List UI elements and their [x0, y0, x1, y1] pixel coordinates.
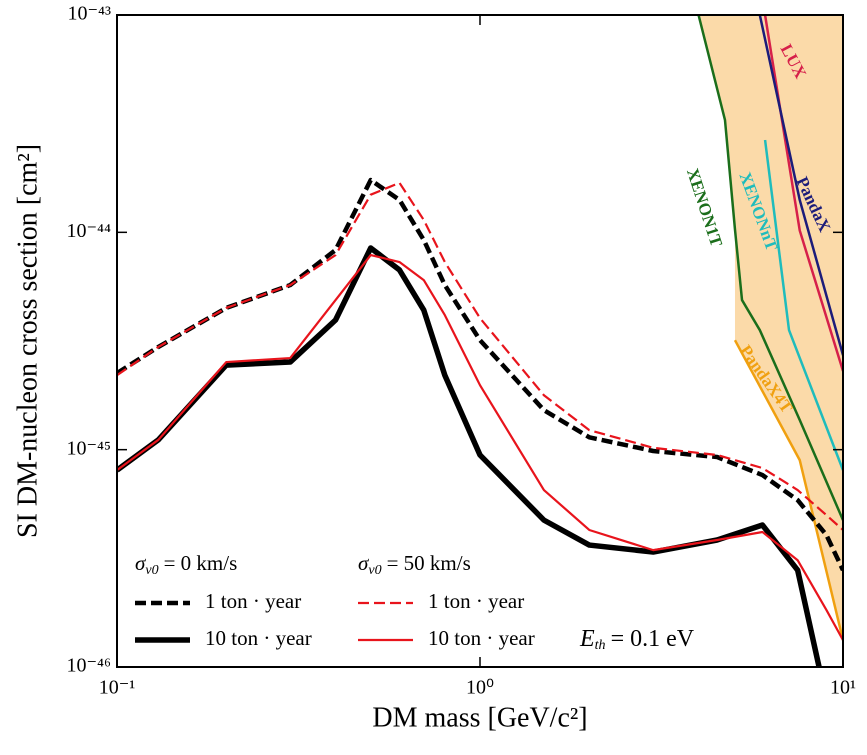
y-tick-label: 10⁻⁴³: [67, 3, 111, 25]
legend-header-symbol: σ: [135, 551, 147, 575]
limit-curve: [697, 15, 843, 521]
y-tick-label: 10⁻⁴⁵: [66, 437, 111, 459]
annotation-symbol: E: [579, 626, 595, 652]
x-tick-label: 10⁰: [466, 677, 494, 699]
legend-label: 1 ton · year: [428, 589, 524, 613]
y-tick-label: 10⁻⁴⁴: [66, 220, 111, 242]
x-axis-label: DM mass [GeV/c²]: [372, 702, 587, 733]
series-line: [117, 245, 822, 667]
legend-header-subscript: v0: [145, 563, 158, 578]
x-tick-label: 10¹: [830, 677, 856, 699]
series-line: [117, 181, 843, 531]
legend-label: 1 ton · year: [205, 589, 301, 613]
legend-header-text: = 50 km/s: [387, 551, 471, 575]
limit-curve: [763, 139, 843, 471]
legend-label: 10 ton · year: [428, 626, 535, 650]
exclusion-fill: [698, 15, 843, 641]
legend-header: σv0 = 50 km/s: [358, 551, 471, 578]
series-line: [117, 253, 843, 641]
limit-curve: [763, 15, 843, 372]
annotation: Eth = 0.1 eV: [579, 626, 695, 654]
annotation-text: = 0.1 eV: [611, 626, 695, 652]
legend-header-subscript: v0: [368, 563, 381, 578]
y-axis-label: SI DM-nucleon cross section [cm²]: [12, 144, 43, 538]
series-line: [117, 177, 843, 572]
legend-header: σv0 = 0 km/s: [135, 551, 237, 578]
legend-header-text: = 0 km/s: [164, 551, 238, 575]
legend-header-symbol: σ: [358, 551, 370, 575]
limit-label: XENON1T: [683, 166, 726, 250]
x-tick-label: 10⁻¹: [99, 677, 136, 699]
plot-area: [117, 15, 843, 667]
axes: 10⁻¹ 10⁰ 10¹ 10⁻⁴⁶ 10⁻⁴⁵ 10⁻⁴⁴ 10⁻⁴³: [66, 3, 856, 699]
limit-curve: [758, 15, 843, 356]
limit-curve: [733, 339, 843, 641]
legend-label: 10 ton · year: [205, 626, 312, 650]
exclusion-region: [698, 15, 843, 641]
y-tick-label: 10⁻⁴⁶: [66, 655, 111, 677]
annotation-subscript: th: [595, 638, 606, 653]
